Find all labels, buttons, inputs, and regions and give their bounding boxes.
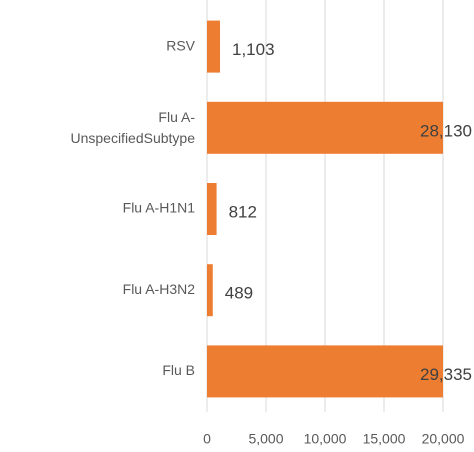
grid <box>206 0 444 412</box>
x-tick-label: 15,000 <box>363 431 406 447</box>
y-tick-label: Flu A-H3N2 <box>123 281 196 297</box>
data-label: 29,335 <box>420 365 472 384</box>
bar <box>207 183 217 235</box>
x-tick-label: 5,000 <box>248 431 283 447</box>
labels: 0 5,000 10,000 15,000 20,000 RSV 1,103 Flu A-Un… <box>70 37 472 446</box>
data-label: 812 <box>229 202 257 221</box>
bar <box>207 101 443 154</box>
y-tick-label: Flu B <box>162 362 195 378</box>
x-tick-label: 20,000 <box>422 431 465 447</box>
bars <box>207 20 443 398</box>
data-label: 28,130 <box>420 121 472 140</box>
data-label: 489 <box>225 284 253 303</box>
data-label: 1,103 <box>232 40 275 59</box>
x-tick-label: 10,000 <box>304 431 347 447</box>
x-tick-label: 0 <box>203 431 211 447</box>
bar <box>207 264 213 317</box>
y-tick-label: RSV <box>166 37 195 53</box>
y-tick-label: Flu A-H1N1 <box>123 200 196 216</box>
bar <box>207 20 221 73</box>
y-tick-label: Flu A-UnspecifiedSubtype <box>70 109 195 146</box>
bar <box>207 345 443 398</box>
